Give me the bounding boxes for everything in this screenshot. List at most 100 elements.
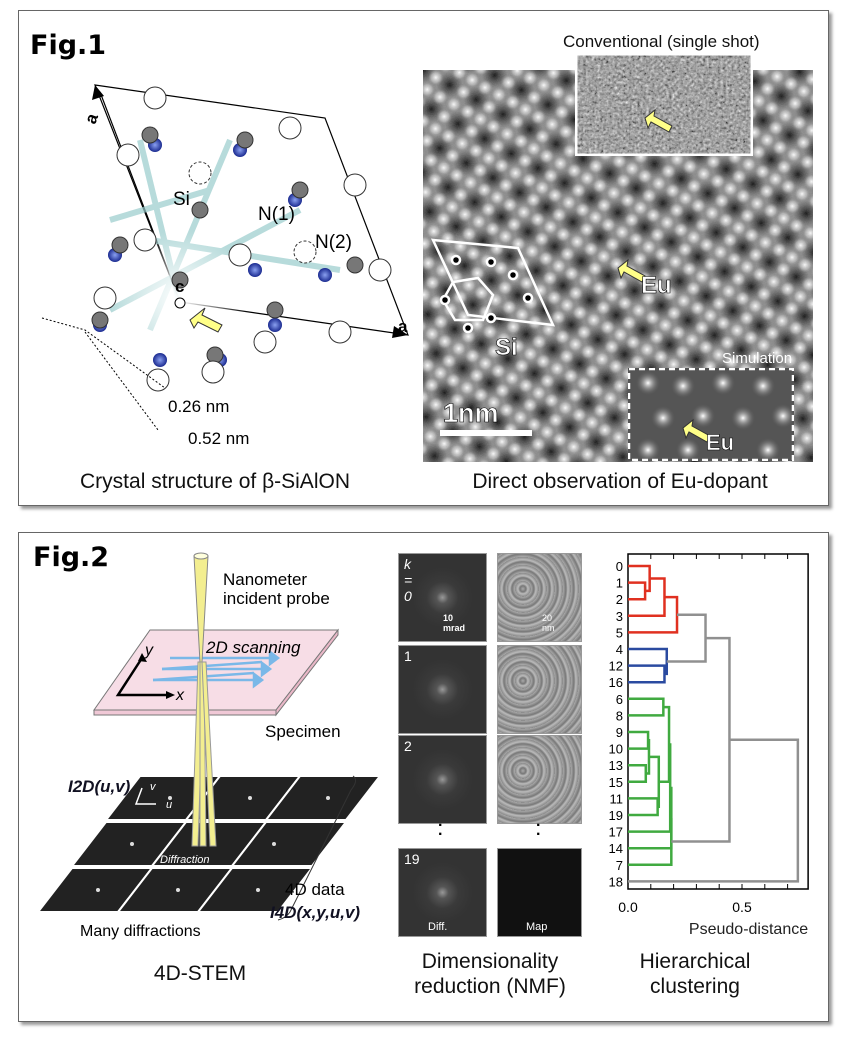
leaf-label: 1: [616, 576, 623, 591]
conventional-inset-label: Conventional (single shot): [563, 32, 760, 51]
scanning-label: 2D scanning: [205, 638, 301, 657]
simulation-inset-image: Eu: [628, 368, 794, 461]
dendrogram-link: [628, 647, 669, 676]
leaf-label: 12: [609, 659, 623, 674]
axis-a1-label: a: [81, 110, 102, 126]
ellipsis-dots: · ·: [438, 817, 444, 843]
dendrogram-link: [666, 613, 707, 663]
map-label: Map: [526, 921, 548, 933]
dendrogram-link: [628, 763, 648, 784]
nmf-map-0: [497, 553, 582, 642]
axis-c-label: c: [175, 277, 184, 296]
stem-diagram: Nanometer incident probe 2D scanning y x…: [35, 552, 380, 940]
dendrogram-link: [628, 730, 650, 750]
axis-y-label: y: [144, 642, 154, 659]
axis-a2-label: a: [398, 317, 408, 336]
nmf-k-label: 1: [404, 648, 412, 664]
clustering-caption-2: clustering: [650, 975, 740, 998]
arrow-pointer: [189, 307, 223, 333]
distance-026: 0.26 nm: [168, 397, 229, 416]
nmf-k-label: 2: [404, 738, 412, 754]
nmf-caption-1: Dimensionality: [421, 950, 559, 973]
leaf-label: 8: [616, 708, 623, 723]
leaf-label: 6: [616, 692, 623, 707]
x-tick-label: 0.5: [732, 899, 752, 915]
axis-v-label: v: [150, 781, 157, 793]
dendrogram-link: [628, 797, 659, 817]
sim-eu-label: Eu: [706, 430, 734, 455]
diff-scale-label: 10 mrad: [443, 613, 466, 633]
axis-x-label: x: [175, 687, 185, 704]
nmf-caption-2: reduction (NMF): [414, 975, 566, 998]
crystal-structure-diagram: a a c Si N(1) N(2) 0.26 nm 0.52 nm: [41, 84, 409, 448]
dendrogram-link: [628, 664, 666, 684]
diffraction-grid: [35, 775, 380, 913]
map-scale-label: 20 nm: [542, 613, 555, 633]
leaf-label: 4: [616, 642, 623, 657]
fig1-observation-caption: Direct observation of Eu-dopant: [472, 470, 768, 493]
many-diffractions-label: Many diffractions: [80, 923, 201, 940]
dendrogram-link: [628, 697, 665, 717]
nmf-diffraction-2: [398, 735, 487, 824]
dendrogram-link: [628, 786, 673, 850]
distance-052: 0.52 nm: [188, 429, 249, 448]
ellipsis-dots: · ·: [536, 817, 542, 843]
leaf-label: 15: [609, 775, 623, 790]
nmf-k-label: 19: [404, 851, 420, 867]
leaf-label: 16: [609, 675, 623, 690]
leaf-label: 19: [609, 808, 623, 823]
nmf-diffraction-1: [398, 645, 487, 734]
dendrogram-link: [671, 636, 731, 843]
leaf-label: 3: [616, 609, 623, 624]
dendrogram-link: [628, 564, 651, 593]
diffraction-label: Diffraction: [160, 854, 210, 866]
nmf-diffraction-0: [398, 553, 487, 642]
stem-caption: 4D-STEM: [153, 962, 247, 985]
scale-bar: [440, 430, 532, 436]
si-label: Si: [495, 334, 518, 361]
data4d-label: 4D data: [285, 880, 345, 899]
leaf-label: 7: [616, 858, 623, 873]
site-si-label: Si: [173, 189, 190, 210]
axis-u-label: u: [166, 799, 172, 811]
si-unit-outline: [430, 238, 556, 327]
fig2-title: Fig.2: [33, 542, 110, 573]
diff-label: Diff.: [428, 921, 448, 933]
site-n1-label: N(1): [258, 204, 295, 225]
leaf-label: 5: [616, 625, 623, 640]
fig1-title: Fig.1: [30, 30, 107, 61]
simulation-inset-label: Simulation: [722, 350, 793, 367]
specimen-label: Specimen: [265, 722, 341, 741]
nmf-map-3: [497, 848, 582, 937]
leaf-label: 10: [609, 742, 623, 757]
eu-arrow: [617, 258, 646, 283]
probe-label-2: incident probe: [223, 589, 330, 608]
eu-label: Eu: [641, 272, 672, 299]
plot-frame: [627, 553, 809, 890]
leaf-label: 0: [616, 559, 623, 574]
dendrogram-link: [628, 581, 647, 601]
dendrogram-link: [628, 738, 800, 883]
scale-bar-label: 1nm: [443, 398, 499, 428]
x-axis-label: Pseudo-distance: [689, 921, 808, 938]
dendrogram-link: [628, 818, 673, 867]
nmf-k-label: k = 0: [404, 556, 413, 604]
leaf-label: 9: [616, 725, 623, 740]
clustering-caption-1: Hierarchical: [639, 950, 751, 973]
probe-label-1: Nanometer: [223, 570, 307, 589]
nmf-diffraction-3: [398, 848, 487, 937]
leaf-label: 17: [609, 825, 623, 840]
i2d-label: I2D(u,v): [68, 777, 131, 796]
fig1-structure-caption: Crystal structure of β-SiAlON: [80, 470, 350, 493]
dendrogram-link: [658, 705, 671, 784]
leaf-label: 14: [609, 841, 623, 856]
x-tick-label: 0.0: [618, 899, 638, 915]
nmf-map-1: [497, 645, 582, 734]
i4d-label: I4D(x,y,u,v): [270, 903, 360, 922]
site-n2-label: N(2): [315, 232, 352, 253]
leaf-label: 2: [616, 592, 623, 607]
conventional-inset-image: [575, 53, 753, 156]
leaf-label: 18: [609, 874, 623, 889]
leaf-label: 13: [609, 758, 623, 773]
